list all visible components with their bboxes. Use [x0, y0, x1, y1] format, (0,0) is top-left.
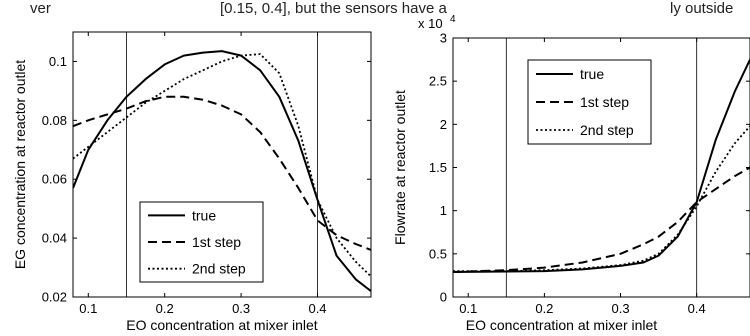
- page-text-fragment: ver [0.15, 0.4], but the sensors have a …: [0, 0, 750, 18]
- series-line-2nd-step: [73, 53, 371, 278]
- legend-label: true: [192, 207, 216, 223]
- y-tick-label: 0.08: [42, 113, 67, 128]
- y-axis-label: EG concentration at reactor outlet: [12, 60, 28, 269]
- y-tick-label: 0.5: [429, 246, 447, 261]
- y-tick-label: 2.5: [429, 74, 447, 89]
- y-tick-label: 0.02: [42, 290, 67, 305]
- chart-1: 0.1 0.2 0.3 0.4 0.02 0.04 0.06 0.08 0.1 EO concen…: [12, 31, 372, 333]
- x-tick-label: 0.3: [232, 301, 250, 316]
- x-tick-label: 0.2: [535, 301, 553, 316]
- y-tick-label: 0.06: [42, 172, 67, 187]
- x-tick-label: 0.1: [79, 301, 97, 316]
- y-tick-label: 3: [440, 31, 447, 46]
- x-tick-label: 0.1: [459, 301, 477, 316]
- legend-label: true: [580, 66, 604, 82]
- x-tick-label: 0.4: [688, 301, 706, 316]
- page-text-left: ver: [30, 0, 51, 17]
- y-tick-label: 1: [440, 203, 447, 218]
- series-line-2nd-step: [453, 125, 750, 273]
- legend: true 1st step 2nd step: [139, 201, 264, 283]
- legend: true 1st step 2nd step: [527, 59, 652, 145]
- page-text-right: ly outside: [670, 0, 734, 17]
- series-line-1st-step: [73, 95, 371, 251]
- legend-label: 1st step: [580, 94, 629, 110]
- plot-frame: [72, 31, 372, 298]
- axis-multiplier-exponent: 4: [450, 14, 456, 25]
- y-tick-label: 0.1: [49, 54, 67, 69]
- y-tick-label: 0.04: [42, 231, 67, 246]
- x-tick-label: 0.2: [156, 301, 174, 316]
- y-tick-label: 0: [440, 290, 447, 305]
- x-axis-label: EO concentration at mixer inlet: [126, 317, 318, 333]
- series-line-true: [453, 59, 750, 273]
- x-tick-label: 0.4: [308, 301, 326, 316]
- x-tick-label: 0.3: [611, 301, 629, 316]
- legend-label: 2nd step: [192, 261, 246, 277]
- page-text-middle: [0.15, 0.4], but the sensors have a: [220, 0, 451, 17]
- series-line-1st-step: [453, 166, 750, 273]
- axis-multiplier: x 10: [418, 16, 443, 31]
- legend-label: 1st step: [192, 234, 241, 250]
- x-axis-label: EO concentration at mixer inlet: [466, 317, 658, 333]
- y-tick-label: 1.5: [429, 160, 447, 175]
- y-axis-label: Flowrate at reactor outlet: [392, 90, 408, 245]
- series-group: [73, 50, 371, 292]
- series-group: [453, 59, 750, 273]
- series-line-true: [73, 50, 371, 292]
- y-tick-label: 2: [440, 117, 447, 132]
- legend-label: 2nd step: [580, 122, 634, 138]
- chart-2: 0.1 0.2 0.3 0.4 0 0.5 1 1.5 2 2.5 3 EO concentratio…: [392, 14, 750, 333]
